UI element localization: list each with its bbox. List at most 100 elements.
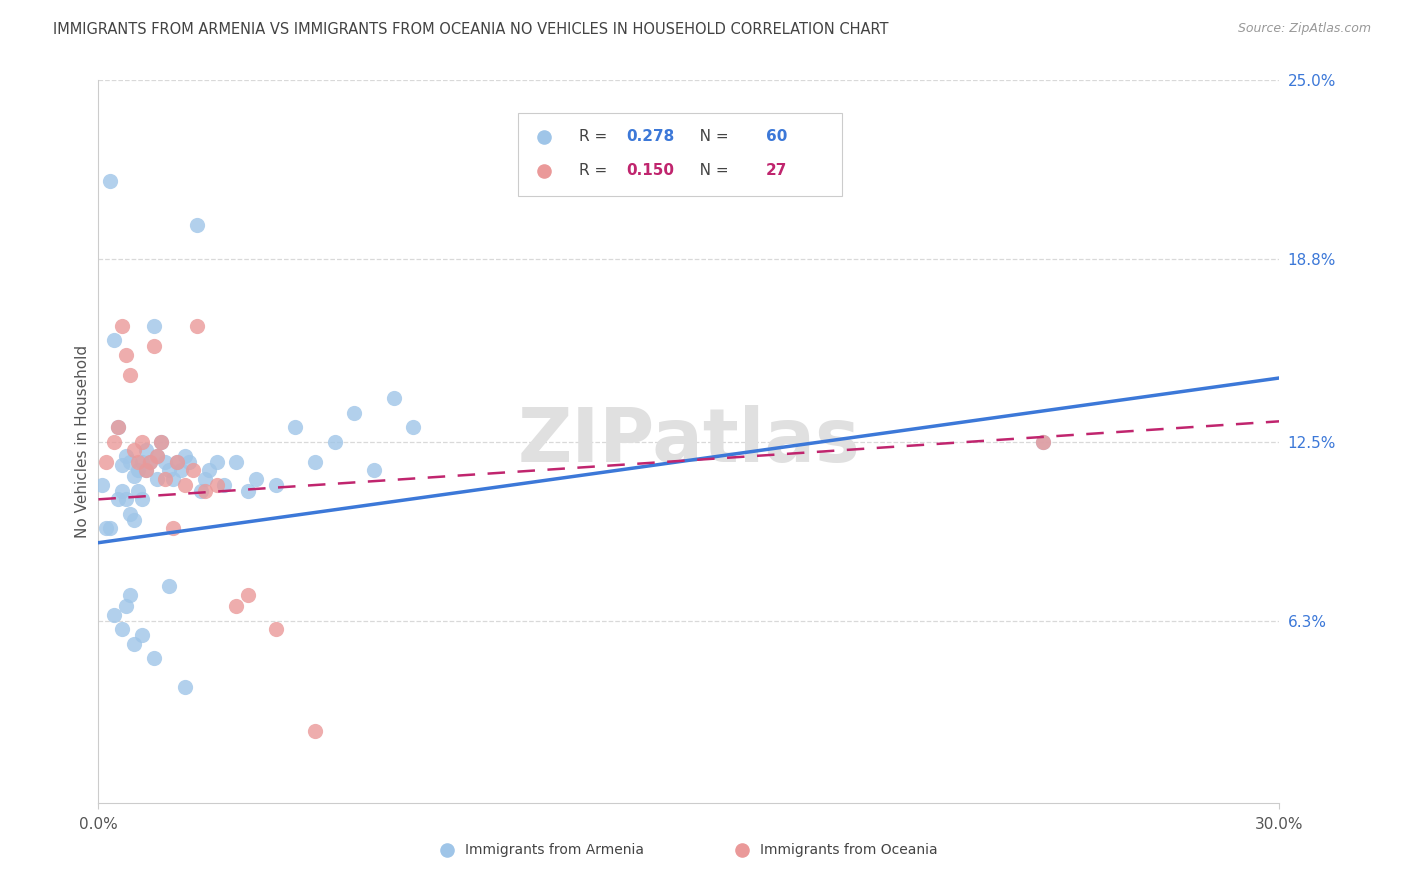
Point [155,472,177,486]
Point [135,463,157,477]
Point [96,455,118,469]
Point [181,463,204,477]
Point [91,478,114,492]
Point [118,368,141,382]
Point [98,174,121,188]
Point [205,455,228,469]
Text: R =: R = [579,129,612,145]
Point [111,458,134,472]
Point [127,483,149,498]
Point [111,483,134,498]
Point [135,463,157,477]
Point [111,318,134,333]
Point [111,623,134,637]
Y-axis label: No Vehicles in Household: No Vehicles in Household [75,345,90,538]
Point [115,492,138,507]
Point [150,434,173,449]
Point [131,492,153,507]
Point [194,472,217,486]
Point [142,339,165,353]
Point [103,434,125,449]
Point [98,521,121,535]
Point [264,623,287,637]
Text: N =: N = [685,163,734,178]
Point [118,588,141,602]
Point [138,455,160,469]
Point [236,483,259,498]
Point [402,420,425,434]
Point [382,391,405,405]
Point [122,512,145,526]
Text: 0.150: 0.150 [626,163,675,178]
Point [170,463,193,477]
Point [118,507,141,521]
Text: 0.278: 0.278 [626,129,675,145]
Point [162,521,184,535]
Point [225,599,247,614]
Point [131,455,153,469]
Point [157,579,180,593]
Point [115,449,138,463]
Point [142,651,165,665]
Point [225,455,247,469]
Point [142,318,165,333]
Point [118,455,141,469]
Point [107,420,129,434]
Point [174,478,197,492]
Point [236,588,259,602]
Point [166,455,188,469]
Point [284,420,307,434]
Point [197,463,219,477]
Text: Source: ZipAtlas.com: Source: ZipAtlas.com [1237,22,1371,36]
Point [127,463,149,477]
Point [107,420,129,434]
Point [131,628,153,642]
Point [107,492,129,507]
Point [103,334,125,348]
Point [214,478,236,492]
Point [194,483,217,498]
Point [115,348,138,362]
Point [146,472,169,486]
Point [122,443,145,458]
Point [304,455,326,469]
Text: ZIPatlas: ZIPatlas [517,405,860,478]
Text: R =: R = [579,163,612,178]
Text: 27: 27 [766,163,787,178]
Point [131,434,153,449]
Point [122,469,145,483]
Point [205,478,228,492]
Point [115,599,138,614]
Point [166,455,188,469]
Point [155,455,177,469]
Point [96,521,118,535]
Text: N =: N = [685,129,734,145]
Point [190,483,212,498]
Point [174,680,197,694]
Point [1032,434,1054,449]
Text: Immigrants from Oceania: Immigrants from Oceania [759,843,938,856]
Point [127,455,149,469]
Point [186,218,208,232]
Point [264,478,287,492]
Text: 60: 60 [766,129,787,145]
Point [304,723,326,738]
Text: Immigrants from Armenia: Immigrants from Armenia [464,843,644,856]
Point [343,406,366,420]
Point [138,455,160,469]
Point [177,455,200,469]
Point [146,449,169,463]
Point [122,637,145,651]
Text: IMMIGRANTS FROM ARMENIA VS IMMIGRANTS FROM OCEANIA NO VEHICLES IN HOUSEHOLD CORR: IMMIGRANTS FROM ARMENIA VS IMMIGRANTS FR… [53,22,889,37]
Point [245,472,267,486]
Point [174,449,197,463]
Point [135,443,157,458]
Point [146,449,169,463]
Point [186,318,208,333]
Point [150,434,173,449]
FancyBboxPatch shape [517,112,842,196]
Point [157,463,180,477]
Point [103,607,125,622]
Point [363,463,385,477]
Point [1032,434,1054,449]
